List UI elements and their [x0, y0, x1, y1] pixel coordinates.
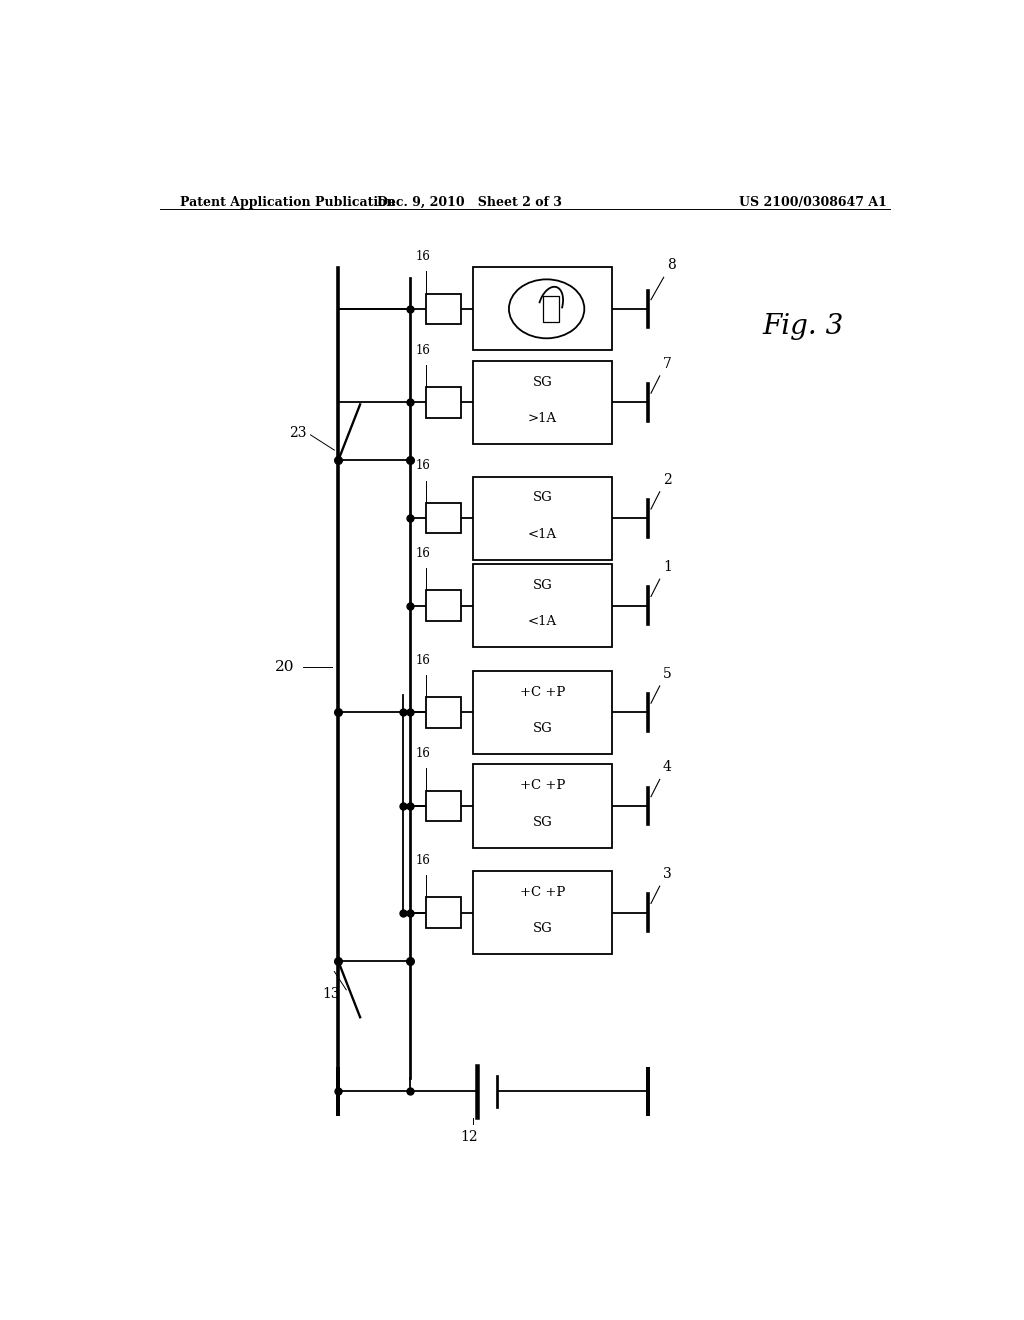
Bar: [426, 898, 461, 928]
Text: 8: 8: [667, 259, 676, 272]
Text: 16: 16: [416, 546, 431, 560]
Text: 16: 16: [416, 459, 431, 473]
Text: 4: 4: [663, 760, 672, 775]
Text: US 2100/0308647 A1: US 2100/0308647 A1: [739, 195, 887, 209]
Text: <1A: <1A: [528, 615, 557, 628]
Text: SG: SG: [532, 923, 553, 936]
Text: SG: SG: [532, 722, 553, 735]
Text: SG: SG: [532, 375, 553, 388]
Text: SG: SG: [532, 578, 553, 591]
Text: +C +P: +C +P: [520, 685, 565, 698]
Text: Dec. 9, 2010   Sheet 2 of 3: Dec. 9, 2010 Sheet 2 of 3: [377, 195, 562, 209]
Text: 5: 5: [663, 667, 672, 681]
Text: 16: 16: [416, 653, 431, 667]
Bar: [426, 503, 461, 533]
Text: 16: 16: [416, 747, 431, 760]
Text: >1A: >1A: [528, 412, 557, 425]
Bar: [473, 764, 612, 847]
Text: 2: 2: [663, 473, 672, 487]
Text: 20: 20: [275, 660, 295, 673]
Text: +C +P: +C +P: [520, 779, 565, 792]
Bar: [426, 697, 461, 727]
Text: 23: 23: [289, 426, 306, 440]
Text: +C +P: +C +P: [520, 886, 565, 899]
Bar: [473, 477, 612, 560]
Bar: [426, 590, 461, 620]
Bar: [426, 387, 461, 417]
Text: 16: 16: [416, 249, 431, 263]
Text: 13: 13: [323, 987, 340, 1001]
Text: <1A: <1A: [528, 528, 557, 541]
Text: SG: SG: [532, 816, 553, 829]
Bar: [426, 293, 461, 325]
Text: Fig. 3: Fig. 3: [763, 313, 844, 339]
Text: SG: SG: [532, 491, 553, 504]
Text: 3: 3: [663, 867, 672, 880]
Text: 1: 1: [663, 560, 672, 574]
Bar: [473, 564, 612, 647]
Bar: [426, 791, 461, 821]
Text: 16: 16: [416, 854, 431, 867]
Bar: [473, 267, 612, 351]
Text: 16: 16: [416, 343, 431, 356]
Text: Patent Application Publication: Patent Application Publication: [179, 195, 395, 209]
Bar: [473, 360, 612, 444]
Text: 7: 7: [663, 356, 672, 371]
Bar: [543, 296, 558, 322]
Ellipse shape: [509, 280, 585, 338]
Text: 12: 12: [461, 1130, 478, 1144]
Bar: [473, 671, 612, 754]
Bar: [473, 871, 612, 954]
